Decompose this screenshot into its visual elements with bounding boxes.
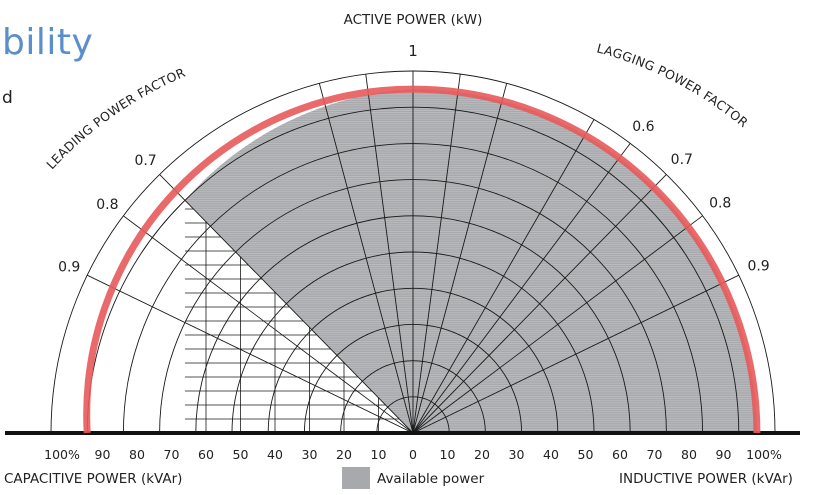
operating-limit-curve [83,85,761,434]
tick-right-8: 90 [716,447,732,462]
axis-title-capacitive: CAPACITIVE POWER (kVAr) [4,471,183,487]
radial-line-3 [412,215,703,434]
radial-line-0 [412,119,595,434]
radial-line-5 [159,174,414,434]
lagging-pf-3: 0.6 [632,119,654,135]
limit-curve [83,85,761,434]
tick-left-1: 90 [95,447,111,462]
radial-line-6 [123,215,414,434]
leading-power-factor-label: LEADING POWER FACTOR [43,65,187,172]
lagging-power-factor-label: LAGGING POWER FACTOR [595,40,751,130]
radial-line-10 [365,74,414,434]
power-factor-labels: 0.9 0.8 0.7 0.9 0.8 0.7 0.6 [58,119,770,276]
radial-line-2 [412,174,667,434]
lagging-pf-1: 0.8 [709,196,731,212]
radial-line-7 [87,274,414,434]
tick-right-5: 60 [612,447,628,462]
page-title-fragment: bility [2,22,94,63]
tick-right-2: 30 [509,447,525,462]
tick-left-4: 60 [198,447,214,462]
tick-right-3: 40 [543,447,559,462]
radial-line-4 [412,274,739,434]
tick-left-8: 20 [336,447,352,462]
leading-pf-0: 0.9 [58,260,80,276]
axis-title-active-power: ACTIVE POWER (kW) [344,12,483,28]
radial-line-8 [412,83,508,434]
tick-left-9: 10 [371,447,387,462]
radial-line-11 [318,83,414,434]
tick-right-9: 100% [746,447,782,462]
radial-line-9 [412,74,461,434]
tick-center: 0 [409,447,417,462]
subtitle-fragment: d [2,88,13,108]
tick-right-4: 50 [578,447,594,462]
lagging-pf-2: 0.7 [671,152,693,168]
legend-label-available: Available power [377,471,485,487]
tick-left-6: 40 [267,447,283,462]
radial-line-1 [412,143,631,434]
legend-swatch-available [342,467,370,489]
tick-left-2: 80 [129,447,145,462]
active-power-max-label: 1 [408,42,418,60]
tick-left-0: 100% [44,447,80,462]
tick-right-1: 20 [474,447,490,462]
tick-left-3: 70 [164,447,180,462]
x-axis-ticks: 100% 90 80 70 60 50 40 30 20 10 0 10 20 30 40 50 60 70 80 9… [44,447,782,462]
tick-right-7: 80 [681,447,697,462]
tick-right-0: 10 [440,447,456,462]
leading-pf-1: 0.8 [96,197,118,213]
axis-title-inductive: INDUCTIVE POWER (kVAr) [619,471,793,487]
tick-left-5: 50 [233,447,249,462]
leading-pf-2: 0.7 [134,153,156,169]
lagging-pf-0: 0.9 [747,259,769,275]
tick-right-6: 70 [647,447,663,462]
tick-left-7: 30 [302,447,318,462]
